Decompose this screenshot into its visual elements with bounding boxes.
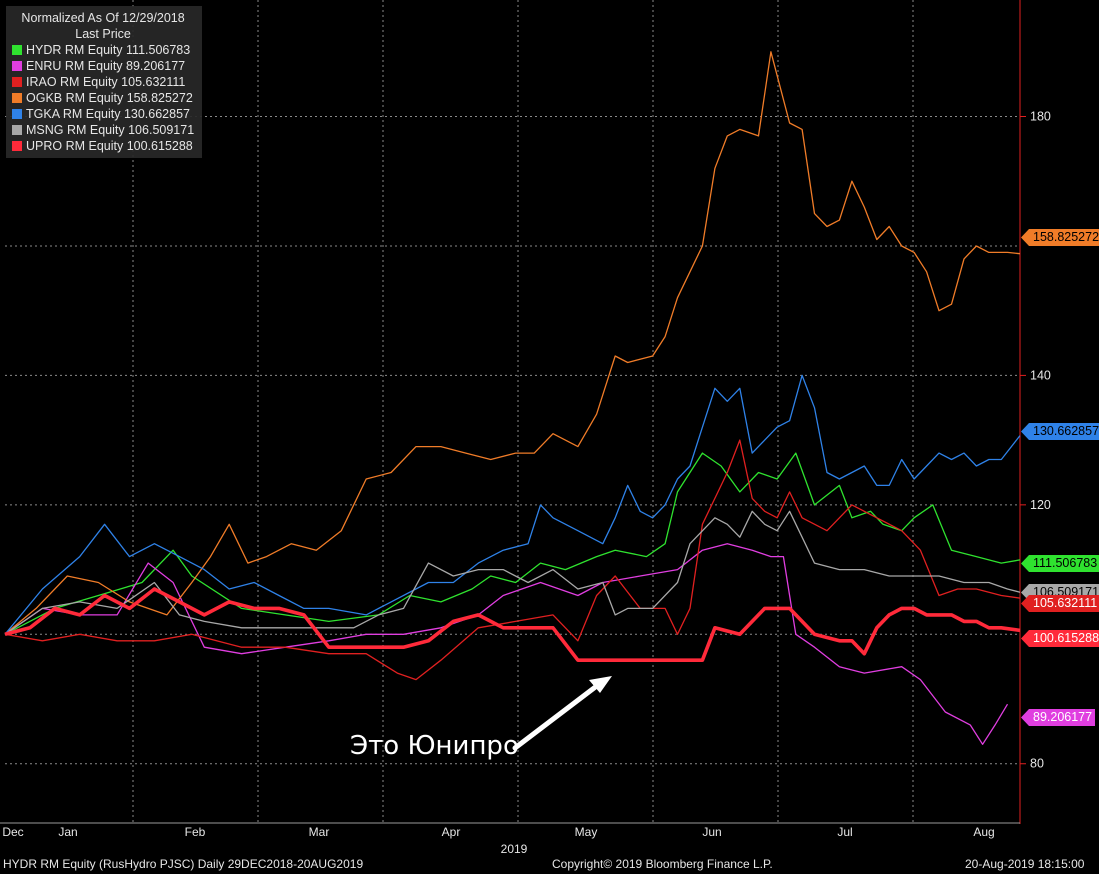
legend-swatch [12, 77, 22, 87]
series-line-upro [4, 587, 1021, 662]
legend-series-name: UPRO RM Equity [26, 139, 127, 153]
legend-swatch [12, 141, 22, 151]
last-value-label-hydr: 111.506783 [1021, 555, 1099, 572]
legend-last-value: 89.206177 [126, 59, 186, 73]
x-tick-label-2: Feb [185, 825, 206, 839]
x-tick-label-0: Dec [2, 825, 23, 839]
x-tick-label-1: Jan [58, 825, 77, 839]
legend-item-msng: MSNG RM Equity 106.509171 [12, 122, 194, 138]
legend-swatch [12, 93, 22, 103]
legend-swatch [12, 45, 22, 55]
legend-series-name: OGKB RM Equity [26, 91, 127, 105]
legend-item-ogkb: OGKB RM Equity 158.825272 [12, 90, 194, 106]
series-line-tgka [4, 374, 1021, 635]
legend-swatch [12, 61, 22, 71]
legend-last-value: 106.509171 [128, 123, 195, 137]
legend-last-value: 158.825272 [126, 91, 193, 105]
legend-series-name: TGKA RM Equity [26, 107, 124, 121]
legend-last-value: 100.615288 [126, 139, 193, 153]
x-tick-label-7: Jul [837, 825, 852, 839]
y-tick-label-1: 120 [1030, 498, 1051, 512]
footer-right: 20-Aug-2019 18:15:00 [965, 857, 1085, 871]
x-tick-label-4: Apr [442, 825, 461, 839]
footer-center: Copyright© 2019 Bloomberg Finance L.P. [552, 857, 773, 871]
x-tick-label-5: May [575, 825, 598, 839]
legend-item-upro: UPRO RM Equity 100.615288 [12, 138, 194, 154]
legend-series-name: IRAO RM Equity [26, 75, 122, 89]
last-value-label-enru: 89.206177 [1021, 709, 1096, 726]
legend-swatch [12, 109, 22, 119]
annotation-arrow-shaft [512, 682, 601, 751]
legend-series-name: HYDR RM Equity [26, 43, 127, 57]
x-tick-label-3: Mar [309, 825, 330, 839]
legend-series-name: ENRU RM Equity [26, 59, 127, 73]
last-value-label-ogkb: 158.825272 [1021, 229, 1099, 246]
last-value-label-upro: 100.615288 [1021, 630, 1099, 647]
legend-subtitle: Last Price [75, 27, 131, 41]
annotation-arrowhead [589, 676, 612, 693]
legend-last-value: 130.662857 [123, 107, 190, 121]
legend-series-name: MSNG RM Equity [26, 123, 129, 137]
legend-item-tgka: TGKA RM Equity 130.662857 [12, 106, 194, 122]
x-tick-label-6: Jun [702, 825, 721, 839]
last-value-label-irao: 105.632111 [1021, 595, 1099, 612]
footer-left: HYDR RM Equity (RusHydro PJSC) Daily 29D… [3, 857, 364, 871]
legend-last-value: 111.506783 [126, 43, 191, 57]
legend-item-enru: ENRU RM Equity 89.206177 [12, 58, 194, 74]
y-tick-label-0: 80 [1030, 757, 1044, 771]
y-tick-label-2: 140 [1030, 368, 1051, 382]
y-tick-label-3: 180 [1030, 110, 1051, 124]
legend-last-value: 105.632111 [121, 75, 186, 89]
last-value-label-tgka: 130.662857 [1021, 423, 1099, 440]
series-line-hydr [4, 452, 1021, 635]
legend-item-irao: IRAO RM Equity 105.632111 [12, 74, 194, 90]
x-tick-label-8: Aug [973, 825, 994, 839]
legend-swatch [12, 125, 22, 135]
legend: Normalized As Of 12/29/2018 Last Price H… [6, 6, 203, 158]
x-year-label: 2019 [501, 842, 528, 856]
legend-title: Normalized As Of 12/29/2018 [21, 11, 185, 25]
legend-item-hydr: HYDR RM Equity 111.506783 [12, 42, 194, 58]
series-line-irao [4, 439, 1021, 681]
series-line-ogkb [4, 51, 1021, 635]
annotation-text: Это Юнипро [350, 731, 519, 761]
series-line-msng [4, 510, 1021, 635]
